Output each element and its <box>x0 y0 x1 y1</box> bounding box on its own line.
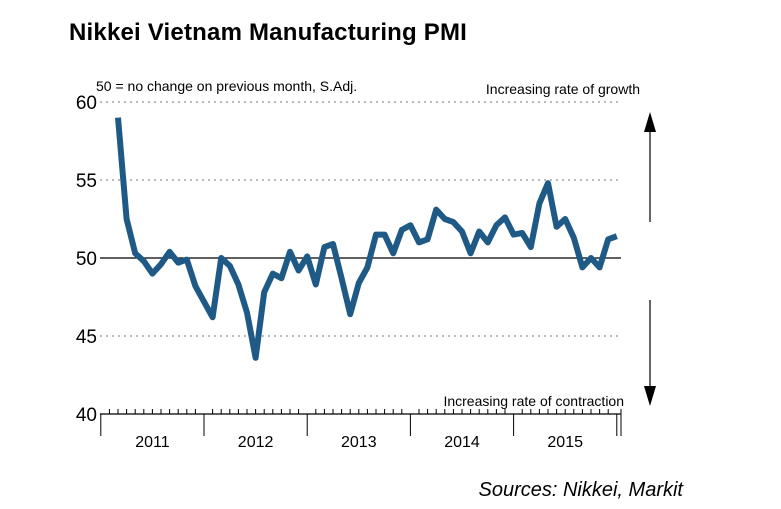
growth-arrow-head <box>644 112 656 132</box>
y-tick-label: 55 <box>76 171 97 192</box>
annotation-arrows <box>644 112 656 406</box>
source-credit: Sources: Nikkei, Markit <box>478 479 684 501</box>
contraction-arrow-head <box>644 386 656 406</box>
x-year-label: 2014 <box>444 434 480 451</box>
y-tick-label: 40 <box>76 405 97 426</box>
lower-annotation: Increasing rate of contraction <box>443 393 624 409</box>
x-year-label: 2013 <box>341 434 377 451</box>
series-layer <box>115 117 618 361</box>
chart-subtitle: 50 = no change on previous month, S.Adj. <box>96 78 357 94</box>
y-tick-label: 45 <box>76 327 97 348</box>
y-axis-ticks: 60 55 50 45 40 <box>76 93 97 426</box>
gridlines <box>100 101 621 337</box>
chart-title: Nikkei Vietnam Manufacturing PMI <box>69 19 468 46</box>
x-year-label: 2011 <box>135 434 170 451</box>
pmi-series-line <box>115 117 618 361</box>
upper-annotation: Increasing rate of growth <box>486 81 640 97</box>
x-axis: 2011 2012 2013 2014 2015 <box>100 409 622 451</box>
y-tick-label: 60 <box>76 93 97 114</box>
x-year-label: 2012 <box>238 434 274 451</box>
y-tick-label: 50 <box>76 249 97 270</box>
x-year-label: 2015 <box>547 434 583 451</box>
